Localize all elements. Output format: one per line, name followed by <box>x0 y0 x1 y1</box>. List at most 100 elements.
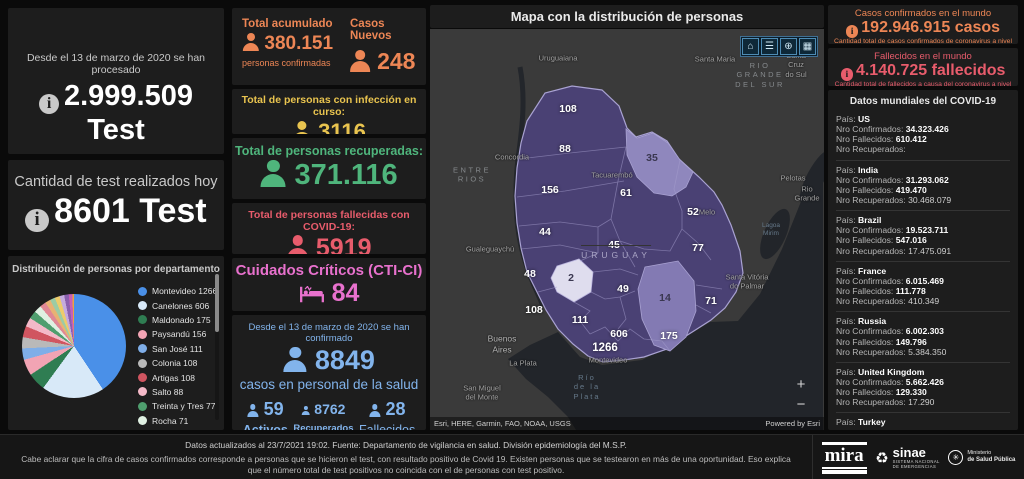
person-icon <box>301 406 310 416</box>
accumulated-sub: personas confirmadas <box>242 58 331 68</box>
msp-seal-icon: ✳ <box>948 450 964 465</box>
deaths-panel: Total de personas fallecidas con COVID-1… <box>232 203 426 254</box>
map-attribution: Esri, HERE, Garmin, FAO, NOAA, USGS <box>434 419 571 428</box>
health-workers-breakdown: 59 Activos 8762 Recuperados 28 Fallecido… <box>232 399 426 430</box>
legend-swatch-icon <box>138 416 147 426</box>
person-icon <box>369 404 381 416</box>
sinae-logo: ♻ sinae SISTEMA NACIONAL DE EMERGENCIAS <box>875 445 940 469</box>
map-place-label: ENTRE RIOS <box>453 165 491 184</box>
deaths-value: 5919 <box>232 234 426 254</box>
tests-today-panel: Cantidad de test realizados hoy i 8601 Te… <box>8 160 224 250</box>
department-value-label: 71 <box>705 295 717 307</box>
country-entry: País: Brazil Nro Confirmados: 19.523.711 N… <box>836 210 1010 261</box>
pie-legend: Montevideo 1266 Canelones 606 Maldonado 17… <box>138 284 217 428</box>
department-value-label: 44 <box>539 226 551 238</box>
layers-grid-icon[interactable]: ▦ <box>799 38 816 55</box>
legend-swatch-icon <box>138 301 147 311</box>
accumulated-cases-panel: Total acumulado 380.151 personas confirm… <box>232 8 426 85</box>
country-entry: País: TurkeyNro Confirmados: 5.574.997Nr… <box>836 412 1010 430</box>
person-icon <box>260 160 286 188</box>
department-value-label: 61 <box>620 187 632 199</box>
breakdown-active: 59 Activos <box>242 399 288 430</box>
world-deaths-value: i 4.140.725 fallecidos <box>828 62 1018 81</box>
map-place-label: La Plata <box>509 358 537 368</box>
recovered-panel: Total de personas recuperadas: 371.116 <box>232 138 426 199</box>
map-toolbar: ⌂ ☰ ⊕ ▦ <box>740 36 818 57</box>
department-value-label: 108 <box>525 304 543 316</box>
accumulated-value: 380.151 <box>242 33 342 55</box>
department-value-label: 77 <box>692 242 704 254</box>
tests-processed-label: Desde el 13 de marzo de 2020 se han proc… <box>26 52 206 76</box>
info-icon: i <box>39 93 60 114</box>
department-value-label: 175 <box>660 330 678 342</box>
health-workers-value: 8849 <box>232 345 426 376</box>
department-value-label: 88 <box>559 143 571 155</box>
map-attribution-bar: Esri, HERE, Garmin, FAO, NOAA, USGS Powe… <box>430 417 824 430</box>
legend-scrollbar-thumb[interactable] <box>215 274 219 332</box>
legend-scrollbar[interactable] <box>215 274 219 420</box>
world-confirmed-value: i 192.946.915 casos <box>828 19 1018 38</box>
legend-swatch-icon <box>138 286 147 296</box>
legend-swatch-icon <box>138 315 147 325</box>
world-confirmed-panel: Casos confirmados en el mundo i 192.946.9… <box>828 5 1018 44</box>
legend-label: Montevideo 1266 <box>152 286 218 297</box>
world-data-panel: Datos mundiales del COVID-19 País: US Nro… <box>828 90 1018 430</box>
department-value-label: 52 <box>687 206 699 218</box>
new-cases-value: 248 <box>350 48 426 75</box>
map-place-label: Santa Vitória do Palmar <box>725 272 769 291</box>
legend-item: Paysandú 156 <box>138 327 217 341</box>
legend-label: Artigas 108 <box>152 372 195 383</box>
legend-label: Treinta y Tres 77 <box>152 401 216 412</box>
zoom-out-button[interactable]: − <box>796 396 806 413</box>
tests-processed-value: i 2.999.509 Test <box>8 80 224 147</box>
basemap-globe-icon[interactable]: ⊕ <box>780 38 797 55</box>
map-place-label: Pelotas <box>780 173 806 183</box>
legend-item: Treinta y Tres 77 <box>138 399 217 413</box>
map-place-label: Río de la Plata <box>573 372 601 401</box>
legend-item: Artigas 108 <box>138 370 217 384</box>
breakdown-deceased: 28 Fallecidos <box>358 399 416 430</box>
country-entry: País: United Kingdom Nro Confirmados: 5.6… <box>836 361 1010 413</box>
map-place-label: Rio Grande <box>794 184 820 203</box>
breakdown-recovered: 8762 Recuperados <box>293 401 354 430</box>
legend-label: Salto 88 <box>152 386 184 397</box>
legend-item: Montevideo 1266 <box>138 284 217 298</box>
country-entry: País: India Nro Confirmados: 31.293.062 Nr… <box>836 159 1010 211</box>
active-infections-title: Total de personas con infección en curso… <box>241 94 417 118</box>
country-entry: País: France Nro Confirmados: 6.015.469 Nr… <box>836 260 1010 312</box>
legend-label: Colonia 108 <box>152 358 198 369</box>
person-icon <box>247 404 259 416</box>
world-confirmed-title: Casos confirmados en el mundo <box>854 8 992 19</box>
map-place-label: RIO GRANDE DEL SUR <box>735 60 785 89</box>
tests-processed-panel: Desde el 13 de marzo de 2020 se han proc… <box>8 8 224 154</box>
legend-icon[interactable]: ☰ <box>761 38 778 55</box>
info-icon: i <box>25 208 49 232</box>
legend-label: Canelones 606 <box>152 300 210 311</box>
map-place-label: Uruguaiana <box>538 53 578 63</box>
zoom-in-button[interactable]: + <box>796 376 806 393</box>
critical-care-value: 84 <box>232 279 426 308</box>
legend-label: San José 111 <box>152 343 203 354</box>
critical-care-title: Cuidados Críticos (CTI-CI) <box>235 262 423 279</box>
country-list[interactable]: País: US Nro Confirmados: 34.323.426 Nro F… <box>828 110 1018 430</box>
person-icon <box>350 50 371 72</box>
map-canvas[interactable]: 108 88 35 156 61 52 44 45 77 48 2 49 14 71 108 111 606 17… <box>430 29 824 430</box>
legend-swatch-icon <box>138 401 147 411</box>
world-data-title: Datos mundiales del COVID-19 <box>849 96 997 107</box>
legend-item: Colonia 108 <box>138 356 217 370</box>
department-value-label: 111 <box>571 314 589 326</box>
mira-logo: mira <box>821 441 867 474</box>
map-place-label: Gualeguaychú <box>465 244 515 254</box>
department-pie-chart[interactable] <box>22 294 126 398</box>
department-value-label: 35 <box>646 152 658 164</box>
country-entry: País: US Nro Confirmados: 34.323.426 Nro F… <box>836 114 949 155</box>
tests-today-label: Cantidad de test realizados hoy <box>14 174 218 190</box>
legend-item: Rocha 71 <box>138 414 217 428</box>
sinae-triangle-icon: ♻ <box>875 449 889 467</box>
map-place-label: San Miguel del Monte <box>463 383 501 402</box>
home-icon[interactable]: ⌂ <box>742 38 759 55</box>
person-icon <box>292 121 312 134</box>
world-deaths-panel: Fallecidos en el mundo i 4.140.725 fallec… <box>828 48 1018 86</box>
legend-label: Rocha 71 <box>152 415 189 426</box>
legend-label: Paysandú 156 <box>152 329 207 340</box>
